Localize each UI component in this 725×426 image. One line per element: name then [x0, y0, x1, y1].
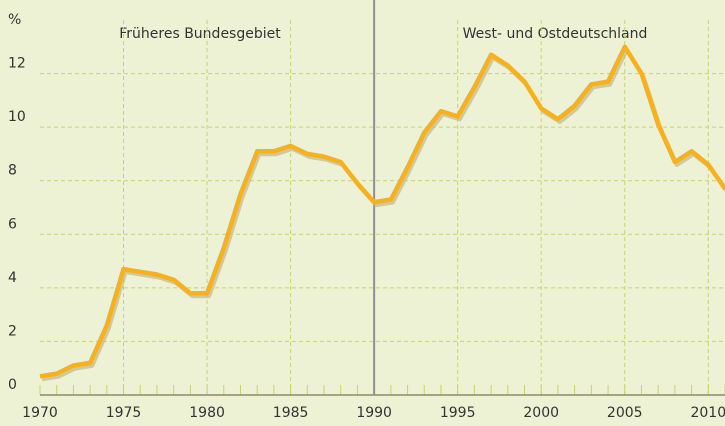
y-tick-label: 4 [8, 270, 17, 286]
line [39, 44, 725, 379]
y-tick-label: 0 [8, 377, 17, 393]
y-tick-label: 8 [8, 163, 17, 179]
annotation: Früheres Bundesgebiet [119, 26, 281, 42]
x-tick-label: 1990 [356, 405, 392, 421]
x-tick-label: 1980 [189, 405, 225, 421]
x-tick-label: 1985 [273, 405, 309, 421]
line-shadow [41, 47, 725, 382]
x-tick-label: 1975 [106, 405, 142, 421]
y-tick-label: 12 [8, 56, 26, 72]
x-tick-label: 2005 [607, 405, 643, 421]
x-tick-label: 2000 [523, 405, 559, 421]
y-tick-label: 6 [8, 216, 17, 232]
x-tick-label: 1995 [440, 405, 476, 421]
y-unit: % [8, 12, 21, 28]
y-tick-label: 2 [8, 323, 17, 339]
x-tick-label: 1970 [22, 405, 58, 421]
x-tick-label: 2010 [690, 405, 725, 421]
y-tick-label: 10 [8, 109, 26, 125]
annotation: West- und Ostdeutschland [463, 26, 648, 42]
